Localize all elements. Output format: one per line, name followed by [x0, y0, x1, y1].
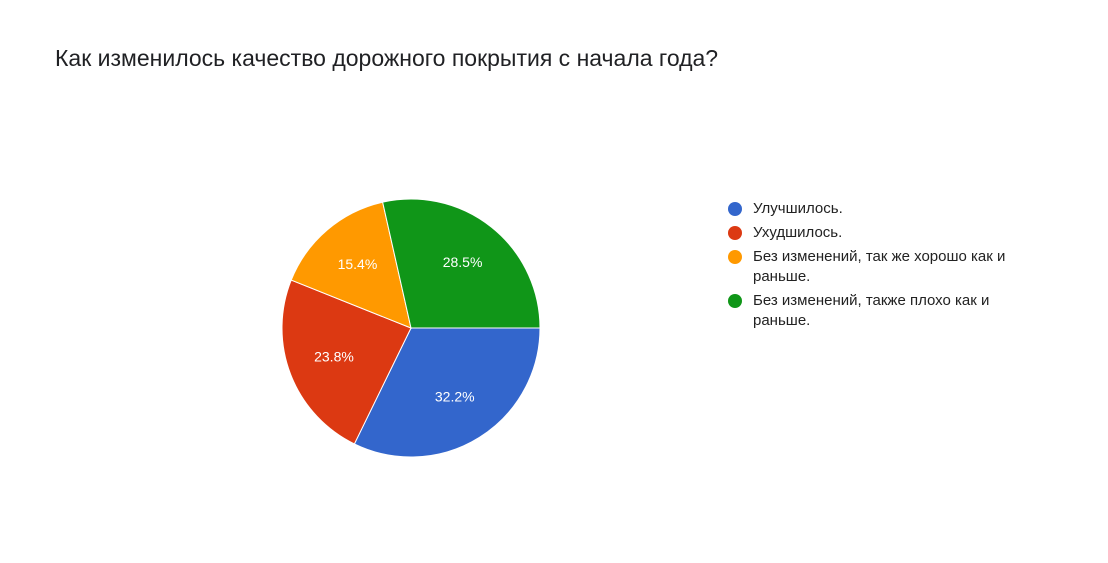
legend: Улучшилось. Ухудшилось. Без изменений, так…: [728, 199, 1038, 335]
legend-label: Без изменений, так же хорошо как и раньш…: [753, 248, 1006, 285]
legend-label: Улучшилось.: [753, 200, 843, 217]
slice-label: 23.8%: [314, 348, 354, 364]
legend-marker: [728, 250, 742, 264]
legend-item: Без изменений, так же хорошо как и раньш…: [728, 247, 1038, 287]
pie-slice: [353, 327, 541, 458]
legend-label: Ухудшилось.: [753, 224, 843, 241]
legend-marker: [728, 202, 742, 216]
pie-slice: [281, 279, 412, 445]
slice-label: 28.5%: [443, 254, 483, 270]
pie-slice: [382, 198, 541, 329]
legend-item: Без изменений, также плохо как и раньше.: [728, 291, 1038, 331]
slice-label: 32.2%: [435, 389, 475, 405]
chart-title: Как изменилось качество дорожного покрыт…: [55, 45, 719, 71]
slice-label: 15.4%: [338, 256, 378, 272]
legend-marker: [728, 294, 742, 308]
legend-item: Ухудшилось.: [728, 223, 1038, 243]
legend-marker: [728, 226, 742, 240]
legend-item: Улучшилось.: [728, 199, 1038, 219]
legend-label: Без изменений, также плохо как и раньше.: [753, 292, 990, 329]
pie-slice: [290, 201, 412, 329]
